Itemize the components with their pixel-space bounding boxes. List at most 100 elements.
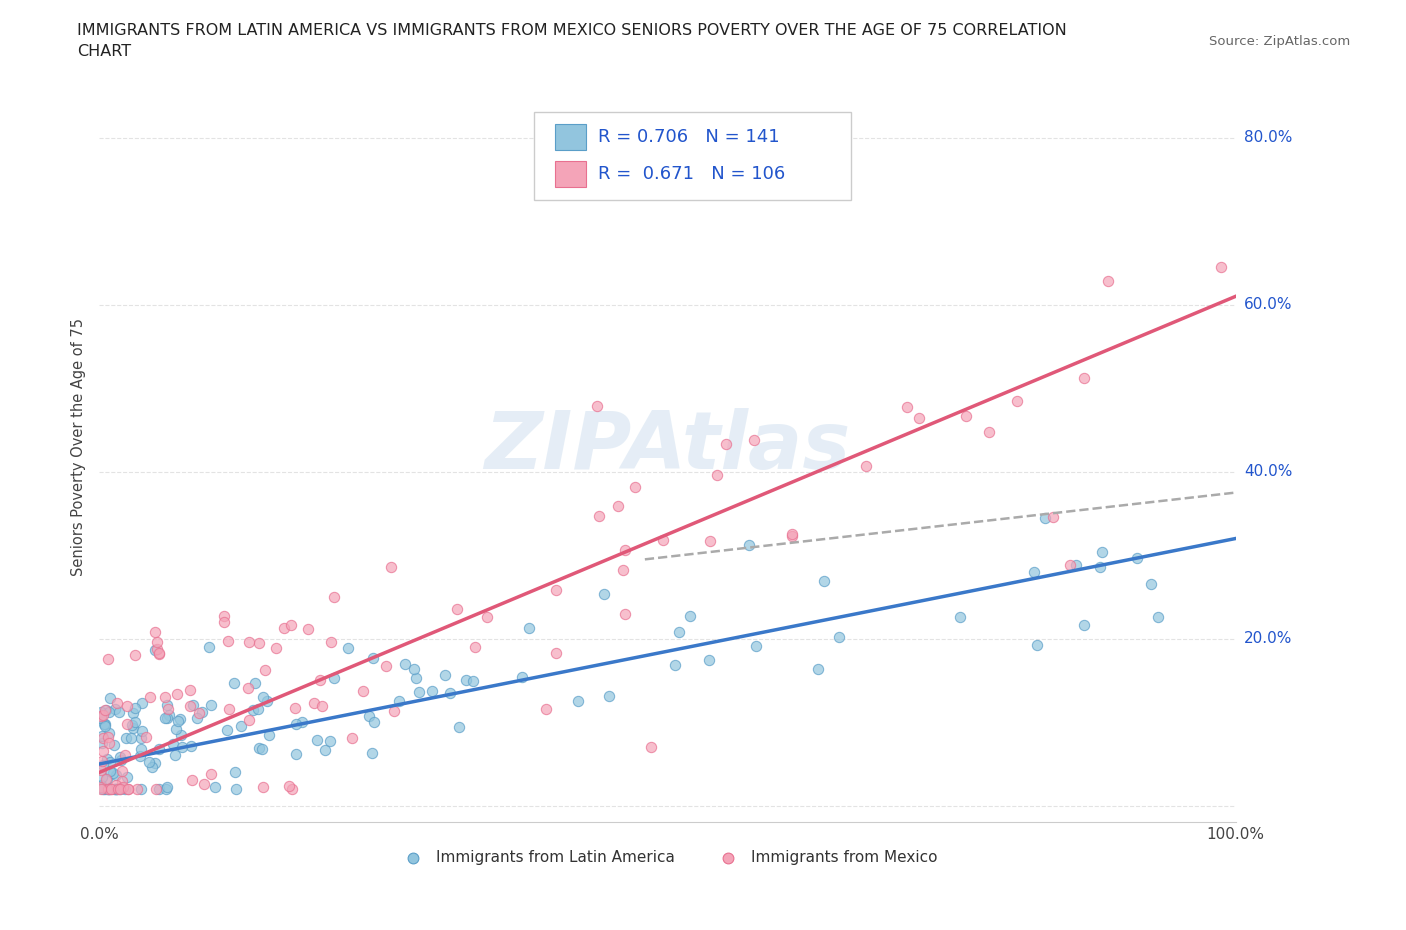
Point xyxy=(699,534,721,549)
Point xyxy=(264,641,287,656)
Point xyxy=(156,702,179,717)
Point xyxy=(91,730,114,745)
Point xyxy=(166,687,188,702)
Point xyxy=(664,658,686,672)
Point xyxy=(94,716,117,731)
Point xyxy=(111,779,134,794)
Point xyxy=(124,700,146,715)
Point xyxy=(813,574,835,589)
Point xyxy=(1073,370,1095,385)
Point xyxy=(97,729,120,744)
Point xyxy=(218,701,240,716)
Point xyxy=(855,459,877,474)
Point xyxy=(375,658,398,673)
Point xyxy=(311,698,333,713)
Point xyxy=(197,640,219,655)
Text: R =  0.671   N = 106: R = 0.671 N = 106 xyxy=(598,165,785,183)
Point xyxy=(1007,393,1029,408)
Point xyxy=(314,742,336,757)
Point xyxy=(96,751,118,766)
Point xyxy=(273,620,295,635)
Point xyxy=(737,538,759,552)
Point xyxy=(706,468,728,483)
Point xyxy=(110,764,132,778)
Point xyxy=(285,717,308,732)
Point xyxy=(179,683,201,698)
Point xyxy=(96,781,118,796)
Point xyxy=(1088,560,1111,575)
Point xyxy=(155,689,177,704)
Point xyxy=(1147,609,1170,624)
Point xyxy=(780,527,803,542)
Point xyxy=(148,741,170,756)
Point xyxy=(135,730,157,745)
Point xyxy=(745,639,768,654)
Point xyxy=(97,781,120,796)
Point xyxy=(546,645,568,660)
Point xyxy=(145,781,167,796)
Point xyxy=(1059,558,1081,573)
Point xyxy=(613,606,636,621)
Point xyxy=(714,436,737,451)
Point xyxy=(146,634,169,649)
Point xyxy=(162,737,184,751)
Point xyxy=(138,754,160,769)
Point xyxy=(111,780,134,795)
Point xyxy=(100,781,122,796)
Point xyxy=(115,716,138,731)
Point xyxy=(180,738,202,753)
Point xyxy=(98,705,121,720)
Point xyxy=(181,698,204,712)
Point xyxy=(91,757,114,772)
Point xyxy=(254,663,277,678)
Point xyxy=(91,736,114,751)
Point xyxy=(94,719,117,734)
Point xyxy=(200,698,222,712)
Point xyxy=(598,689,620,704)
Point xyxy=(420,684,443,698)
Point xyxy=(1126,551,1149,565)
Point xyxy=(90,779,112,794)
Text: 20.0%: 20.0% xyxy=(1244,631,1292,646)
Point xyxy=(212,609,235,624)
Point xyxy=(606,498,628,513)
Point xyxy=(780,528,803,543)
Point xyxy=(153,711,176,725)
Point xyxy=(308,672,330,687)
Point xyxy=(242,703,264,718)
Point xyxy=(1073,618,1095,632)
Point xyxy=(91,744,114,759)
Point xyxy=(382,703,405,718)
Point xyxy=(744,432,766,447)
Point xyxy=(121,705,143,720)
Point xyxy=(131,696,153,711)
Text: IMMIGRANTS FROM LATIN AMERICA VS IMMIGRANTS FROM MEXICO SENIORS POVERTY OVER THE: IMMIGRANTS FROM LATIN AMERICA VS IMMIGRA… xyxy=(77,23,1067,38)
Point xyxy=(104,701,127,716)
Point xyxy=(247,702,270,717)
Point xyxy=(90,711,112,725)
Point xyxy=(679,608,702,623)
Point xyxy=(352,684,374,698)
Point xyxy=(624,480,647,495)
Point xyxy=(148,645,170,660)
Point xyxy=(90,770,112,785)
Point xyxy=(454,672,477,687)
Point xyxy=(129,742,152,757)
Point xyxy=(318,734,340,749)
Point xyxy=(278,778,301,793)
Point xyxy=(108,705,131,720)
Point xyxy=(614,542,637,557)
Point xyxy=(169,727,191,742)
Point xyxy=(336,641,359,656)
Point xyxy=(896,399,918,414)
Point xyxy=(114,730,136,745)
Point xyxy=(447,720,470,735)
Point xyxy=(252,779,274,794)
Point xyxy=(652,533,675,548)
Point xyxy=(612,563,634,578)
Point xyxy=(193,777,215,791)
Point xyxy=(408,684,430,699)
Point xyxy=(475,610,498,625)
Point xyxy=(111,774,134,789)
Point xyxy=(394,657,416,671)
